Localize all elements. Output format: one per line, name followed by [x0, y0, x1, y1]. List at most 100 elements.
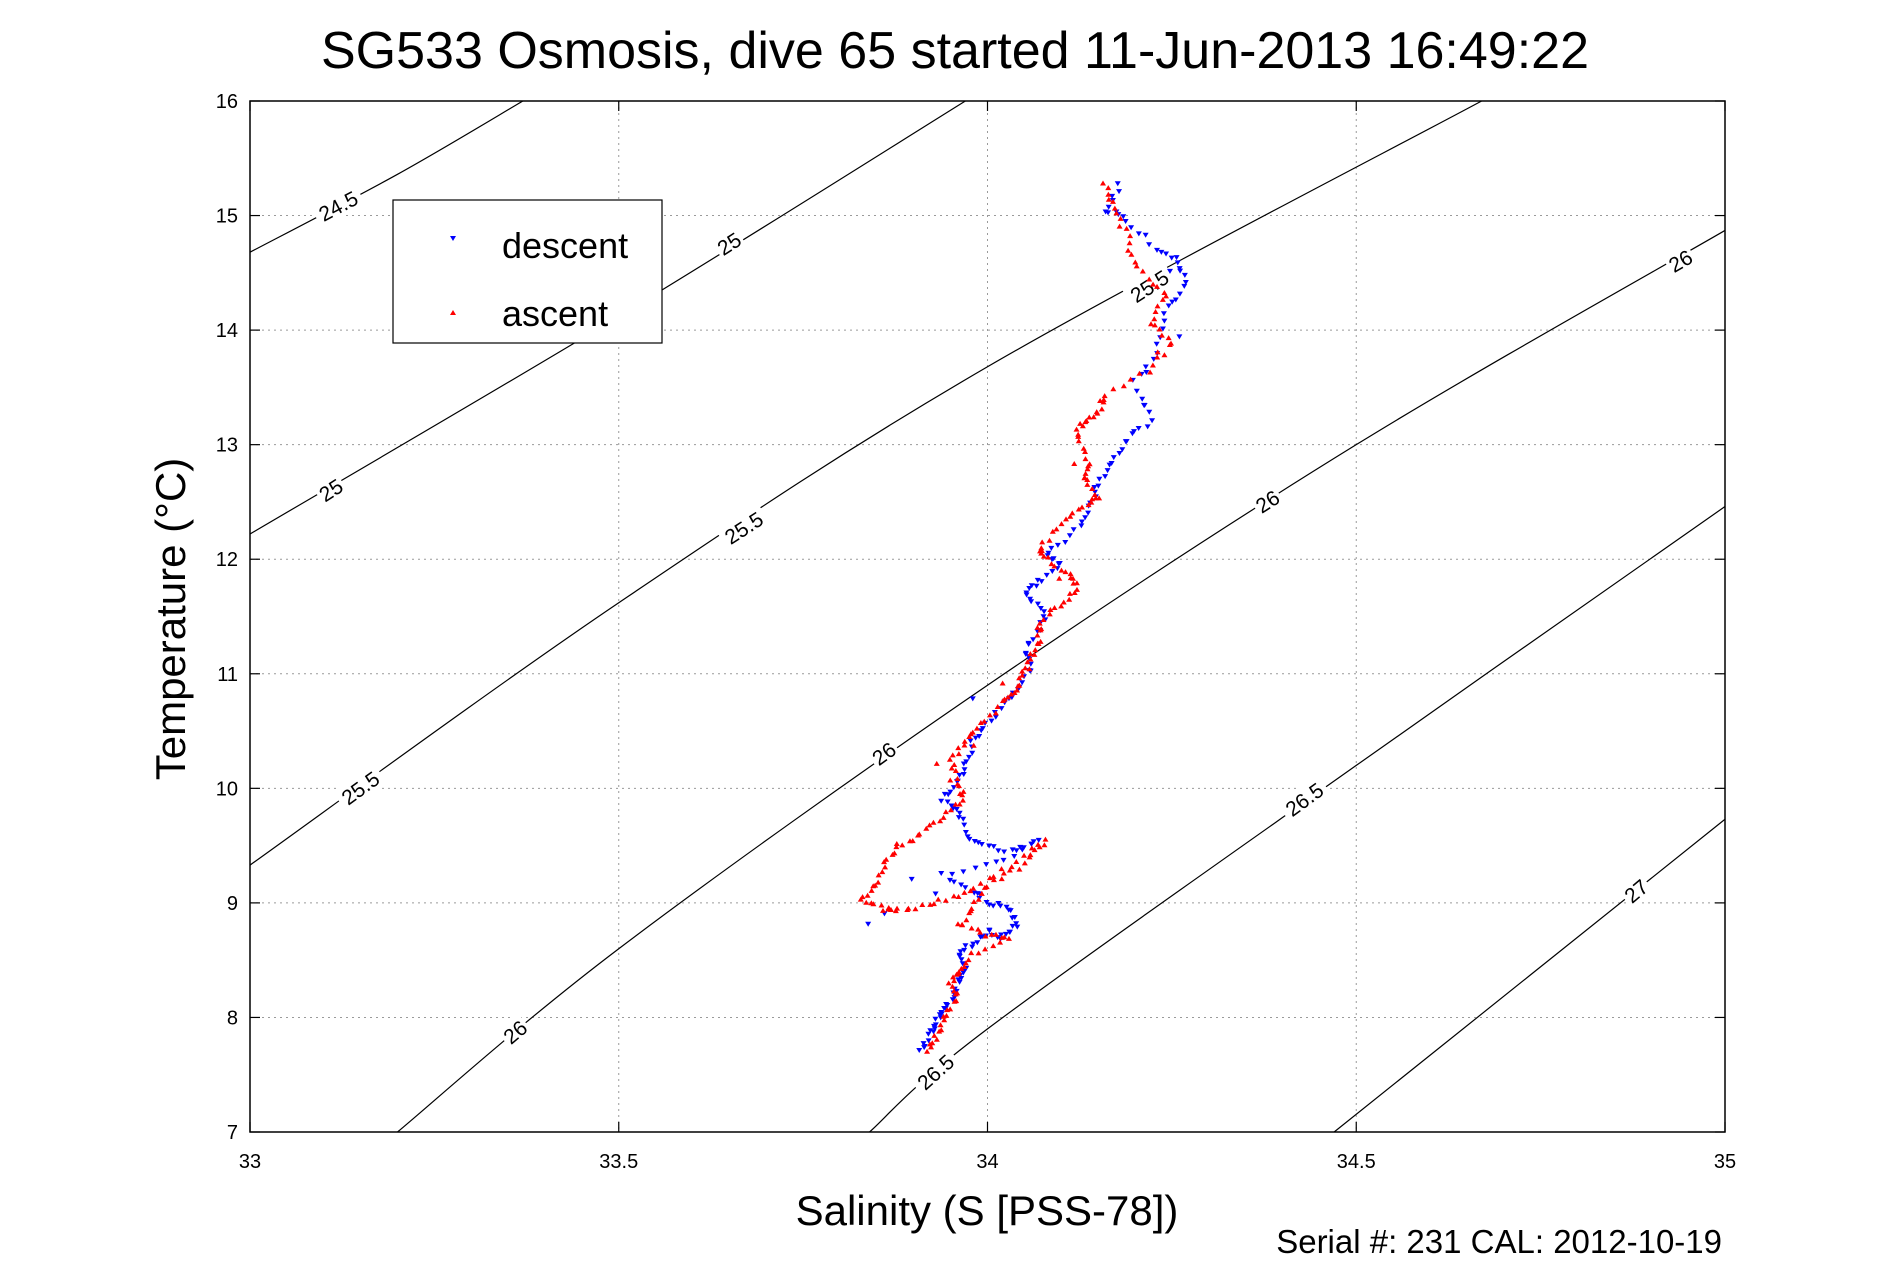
ascent-point: [1036, 620, 1043, 626]
x-tick-label: 33.5: [599, 1151, 638, 1173]
descent-point: [1176, 291, 1183, 297]
descent-point: [986, 843, 993, 849]
descent-point: [956, 979, 963, 985]
descent-point: [1139, 396, 1146, 402]
descent-point: [1037, 606, 1044, 612]
ascent-point: [1082, 470, 1089, 476]
descent-point: [1116, 189, 1123, 195]
ascent-point: [1084, 466, 1091, 472]
ascent-point: [1071, 460, 1078, 466]
x-tick-label: 33: [239, 1151, 261, 1173]
ascent-point: [1042, 836, 1049, 842]
descent-point: [925, 1031, 932, 1037]
ascent-point: [977, 880, 984, 886]
contour-label-bg: [310, 183, 366, 228]
descent-point: [1038, 579, 1045, 585]
ascent-point: [986, 712, 993, 718]
descent-point: [962, 885, 969, 891]
y-tick-label: 10: [216, 778, 238, 800]
ascent-point: [1105, 196, 1112, 202]
descent-point: [977, 934, 984, 940]
ascent-point: [946, 756, 953, 762]
ascent-point: [1094, 410, 1101, 416]
y-axis-ticks: 7 8 9 10 11 12 13 14 15 16: [216, 91, 1725, 1144]
descent-point: [967, 738, 974, 744]
ascent-point: [953, 971, 960, 977]
descent-point: [974, 940, 981, 946]
ascent-point: [1040, 616, 1047, 622]
descent-point: [1120, 214, 1127, 220]
descent-point: [1142, 232, 1149, 238]
descent-point: [971, 838, 978, 844]
ascent-point: [981, 718, 988, 724]
ascent-point: [942, 897, 949, 903]
ascent-point: [1045, 554, 1052, 560]
ascent-point: [868, 887, 875, 893]
ascent-point: [966, 910, 973, 916]
descent-point: [1045, 550, 1052, 556]
legend-ascent-marker: [450, 310, 456, 315]
descent-point: [961, 822, 968, 828]
ascent-point: [1019, 672, 1026, 678]
descent-point: [927, 1028, 934, 1034]
ascent-point: [928, 1044, 935, 1050]
ascent-point: [1005, 935, 1012, 941]
descent-point: [1104, 468, 1111, 474]
descent-point: [1182, 280, 1189, 286]
descent-point: [1022, 651, 1029, 657]
ascent-point: [933, 1036, 940, 1042]
ascent-point: [1036, 844, 1043, 850]
descent-point: [993, 859, 1000, 865]
ascent-point: [926, 822, 933, 828]
contour-label-bg: [1248, 483, 1286, 519]
ascent-point: [1151, 316, 1158, 322]
ascent-point: [1062, 569, 1069, 575]
ascent-point: [923, 825, 930, 831]
ascent-point: [992, 710, 999, 716]
descent-point: [1106, 462, 1113, 468]
ascent-point: [1008, 864, 1015, 870]
ascent-point: [959, 922, 966, 928]
descent-point: [1149, 418, 1156, 424]
ascent-point: [912, 906, 919, 912]
descent-point: [988, 718, 995, 724]
ascent-point: [1086, 414, 1093, 420]
ascent-point: [1048, 561, 1055, 567]
descent-point: [865, 921, 872, 927]
ascent-point: [1151, 322, 1158, 328]
ascent-point: [967, 888, 974, 894]
ascent-point: [961, 738, 968, 744]
descent-point: [1034, 577, 1041, 583]
ascent-point: [1046, 611, 1053, 617]
contour-label-bg: [312, 471, 349, 508]
descent-point: [976, 733, 983, 739]
descent-point: [1110, 455, 1117, 461]
ascent-point: [879, 869, 886, 875]
ascent-point: [930, 901, 937, 907]
descent-point: [925, 1038, 932, 1044]
ascent-point: [977, 719, 984, 725]
ascent-point: [1088, 499, 1095, 505]
ascent-point: [1027, 656, 1034, 662]
ascent-point: [990, 873, 997, 879]
descent-point: [936, 1012, 943, 1018]
ascent-point: [1092, 495, 1099, 501]
y-tick-label: 11: [217, 664, 238, 686]
ascent-point: [882, 864, 889, 870]
descent-point: [970, 941, 977, 947]
ascent-point: [1021, 852, 1028, 858]
descent-point: [983, 899, 990, 905]
descent-point: [1007, 929, 1014, 935]
ascent-point: [951, 761, 958, 767]
ascent-point: [1024, 659, 1031, 665]
ascent-point: [959, 797, 966, 803]
ascent-point: [1101, 393, 1108, 399]
ascent-point: [944, 1007, 951, 1013]
descent-point: [1129, 431, 1136, 437]
descent-point: [1033, 583, 1040, 589]
x-axis-label: Salinity (S [PSS-78]): [796, 1187, 1179, 1234]
x-tick-label: 35: [1714, 1151, 1736, 1173]
descent-point: [1003, 931, 1010, 937]
descent-point: [932, 1016, 939, 1022]
ascent-point: [954, 921, 961, 927]
